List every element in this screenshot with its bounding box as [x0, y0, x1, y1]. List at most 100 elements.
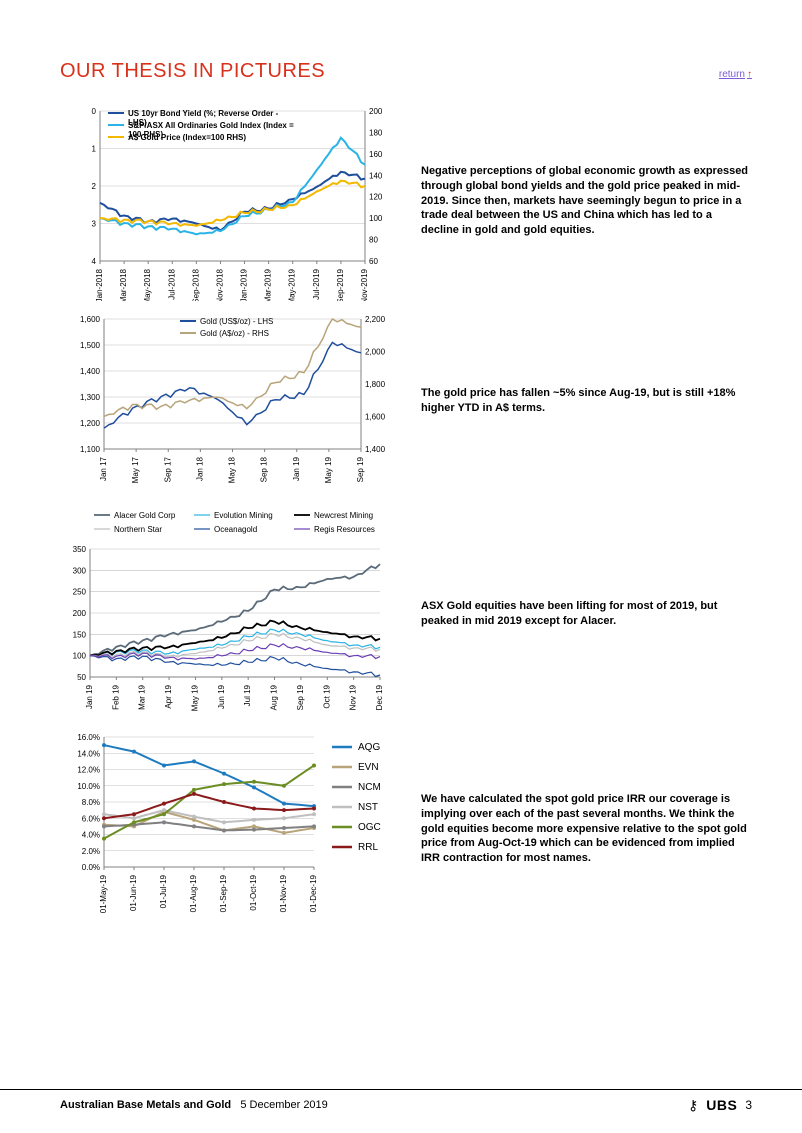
- svg-text:0.0%: 0.0%: [82, 863, 100, 872]
- chart-3-caption: ASX Gold equities have been lifting for …: [405, 599, 752, 629]
- svg-text:0: 0: [92, 107, 97, 116]
- svg-text:2,200: 2,200: [365, 315, 386, 324]
- svg-text:1,200: 1,200: [80, 419, 101, 428]
- chart-2-slot: 1,100 1,200 1,300 1,400 1,500 1,600 1,400 1,600…: [60, 311, 405, 491]
- svg-text:350: 350: [73, 545, 87, 554]
- chart-1: 012346080100120140160180200Jan-2018Mar-2…: [60, 101, 405, 301]
- svg-text:160: 160: [369, 150, 383, 159]
- footer-date-text: 5 December 2019: [240, 1099, 327, 1111]
- svg-text:EVN: EVN: [358, 762, 379, 773]
- svg-text:100: 100: [73, 652, 87, 661]
- svg-text:01-Sep-19: 01-Sep-19: [219, 874, 228, 912]
- svg-text:01-May-19: 01-May-19: [99, 874, 108, 913]
- svg-text:01-Jul-19: 01-Jul-19: [159, 874, 168, 908]
- svg-text:Jan-2018: Jan-2018: [95, 268, 104, 301]
- svg-text:Nov-2018: Nov-2018: [215, 268, 224, 301]
- svg-text:Jul-2018: Jul-2018: [167, 268, 176, 299]
- svg-text:1,300: 1,300: [80, 393, 101, 402]
- svg-text:NST: NST: [358, 802, 378, 813]
- svg-text:Jan 17: Jan 17: [99, 456, 108, 481]
- svg-text:01-Dec-19: 01-Dec-19: [309, 874, 318, 912]
- svg-text:1,600: 1,600: [80, 315, 101, 324]
- svg-text:80: 80: [369, 236, 378, 245]
- chart-4-caption: We have calculated the spot gold price I…: [405, 792, 752, 866]
- chart-2-caption: The gold price has fallen ~5% since Aug-…: [405, 386, 752, 416]
- svg-text:180: 180: [369, 128, 383, 137]
- svg-text:Jan 19: Jan 19: [292, 456, 301, 481]
- svg-text:Gold (A$/oz) - RHS: Gold (A$/oz) - RHS: [200, 329, 269, 338]
- svg-text:Jan-2019: Jan-2019: [240, 268, 249, 301]
- svg-text:May-2019: May-2019: [288, 268, 297, 301]
- svg-text:1,500: 1,500: [80, 341, 101, 350]
- svg-text:1: 1: [92, 145, 97, 154]
- svg-text:Regis Resources: Regis Resources: [314, 525, 375, 534]
- return-link[interactable]: return↑: [719, 69, 752, 80]
- row-chart-4: 0.0%2.0%4.0%6.0%8.0%10.0%12.0%14.0%16.0%…: [60, 729, 752, 929]
- svg-text:3: 3: [92, 220, 97, 229]
- chart-1-caption: Negative perceptions of global economic …: [405, 164, 752, 238]
- svg-text:Sep 18: Sep 18: [260, 456, 269, 482]
- svg-text:Mar-2019: Mar-2019: [264, 268, 273, 301]
- svg-text:May 18: May 18: [228, 456, 237, 483]
- svg-text:01-Nov-19: 01-Nov-19: [279, 874, 288, 912]
- svg-text:US 10yr Bond Yield (%; Reverse: US 10yr Bond Yield (%; Reverse Order -: [128, 109, 279, 118]
- svg-text:Feb 19: Feb 19: [111, 684, 120, 709]
- chart-4-slot: 0.0%2.0%4.0%6.0%8.0%10.0%12.0%14.0%16.0%…: [60, 729, 405, 929]
- svg-text:2: 2: [92, 182, 97, 191]
- svg-text:1,600: 1,600: [365, 413, 386, 422]
- svg-text:1,800: 1,800: [365, 380, 386, 389]
- page-title: OUR THESIS IN PICTURES: [60, 60, 325, 83]
- svg-text:Jul 19: Jul 19: [243, 684, 252, 706]
- svg-text:Newcrest Mining: Newcrest Mining: [314, 511, 373, 520]
- svg-text:100: 100: [369, 214, 383, 223]
- svg-text:RRL: RRL: [358, 842, 378, 853]
- svg-text:10.0%: 10.0%: [77, 782, 100, 791]
- svg-text:Jan 19: Jan 19: [85, 684, 94, 709]
- svg-text:Sep 17: Sep 17: [163, 456, 172, 482]
- header-row: OUR THESIS IN PICTURES return↑: [60, 60, 752, 83]
- svg-text:NCM: NCM: [358, 782, 381, 793]
- svg-text:4: 4: [92, 257, 97, 266]
- svg-text:2,000: 2,000: [365, 348, 386, 357]
- svg-text:May 19: May 19: [324, 456, 333, 483]
- svg-text:May-2018: May-2018: [143, 268, 152, 301]
- svg-text:S&P/ASX All Ordinaries Gold In: S&P/ASX All Ordinaries Gold Index (Index…: [128, 121, 294, 130]
- svg-text:50: 50: [77, 673, 86, 682]
- svg-text:May 19: May 19: [190, 684, 199, 711]
- svg-text:OGC: OGC: [358, 822, 381, 833]
- page-number: 3: [745, 1098, 752, 1112]
- svg-text:01-Oct-19: 01-Oct-19: [249, 874, 258, 910]
- svg-text:Sep-2018: Sep-2018: [191, 268, 200, 301]
- svg-text:Sep 19: Sep 19: [356, 456, 365, 482]
- svg-text:Evolution Mining: Evolution Mining: [214, 511, 273, 520]
- svg-text:150: 150: [73, 630, 87, 639]
- svg-text:4.0%: 4.0%: [82, 831, 100, 840]
- row-chart-3: 50100150200250300350Jan 19Feb 19Mar 19Ap…: [60, 509, 752, 719]
- footer-right: ⚷ UBS 3: [688, 1096, 752, 1113]
- svg-text:Oct 19: Oct 19: [322, 684, 331, 708]
- svg-text:14.0%: 14.0%: [77, 749, 100, 758]
- row-chart-1: 012346080100120140160180200Jan-2018Mar-2…: [60, 101, 752, 301]
- svg-text:Sep 19: Sep 19: [296, 684, 305, 710]
- svg-text:250: 250: [73, 588, 87, 597]
- svg-text:1,400: 1,400: [365, 445, 386, 454]
- svg-text:01-Aug-19: 01-Aug-19: [189, 874, 198, 912]
- svg-text:May 17: May 17: [131, 456, 140, 483]
- ubs-logo: UBS: [706, 1097, 737, 1113]
- svg-text:A$ Gold Price (Index=100 RHS): A$ Gold Price (Index=100 RHS): [128, 133, 246, 142]
- chart-2: 1,100 1,200 1,300 1,400 1,500 1,600 1,400 1,600…: [60, 311, 405, 491]
- svg-text:16.0%: 16.0%: [77, 733, 100, 742]
- svg-text:Oceanagold: Oceanagold: [214, 525, 257, 534]
- return-arrow-icon: ↑: [747, 69, 752, 80]
- svg-text:300: 300: [73, 566, 87, 575]
- svg-text:6.0%: 6.0%: [82, 814, 100, 823]
- svg-text:60: 60: [369, 257, 378, 266]
- svg-text:Mar-2018: Mar-2018: [119, 268, 128, 301]
- svg-text:1,100: 1,100: [80, 445, 101, 454]
- svg-text:Jan 18: Jan 18: [195, 456, 204, 481]
- chart-3: 50100150200250300350Jan 19Feb 19Mar 19Ap…: [60, 509, 405, 719]
- svg-text:1,400: 1,400: [80, 367, 101, 376]
- footer-title: Australian Base Metals and Gold: [60, 1099, 231, 1111]
- footer-left: Australian Base Metals and Gold 5 Decemb…: [60, 1099, 328, 1111]
- chart-4: 0.0%2.0%4.0%6.0%8.0%10.0%12.0%14.0%16.0%…: [60, 729, 405, 929]
